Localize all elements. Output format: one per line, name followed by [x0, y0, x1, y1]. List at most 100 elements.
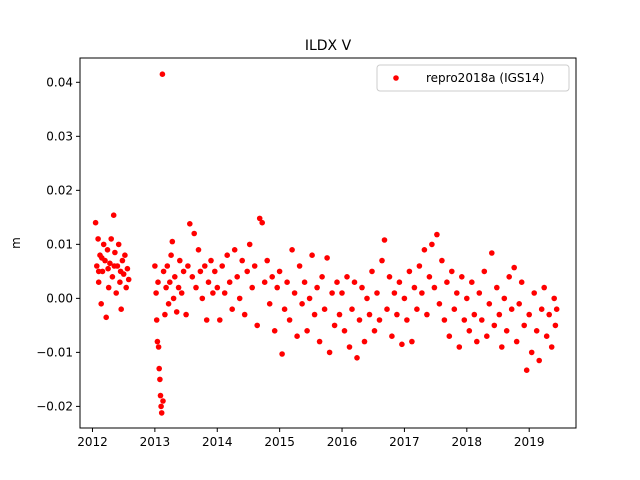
data-point [115, 241, 122, 248]
x-tick-label: 2014 [202, 435, 233, 449]
data-point [98, 301, 104, 307]
data-point [299, 301, 305, 307]
data-point [416, 263, 423, 269]
data-point [210, 290, 216, 296]
data-point [187, 221, 193, 227]
data-point [401, 295, 408, 302]
data-point [371, 328, 378, 334]
data-point [464, 295, 470, 302]
y-tick-label: 0.00 [46, 291, 73, 305]
data-point [414, 306, 420, 313]
data-point [391, 290, 398, 296]
data-point [436, 301, 443, 307]
data-point [446, 333, 453, 340]
data-point [421, 247, 428, 253]
data-point [244, 268, 250, 275]
data-point [429, 241, 435, 248]
data-point [506, 274, 512, 280]
data-point [346, 344, 353, 350]
data-point [499, 344, 505, 350]
data-point [528, 349, 535, 356]
data-point [167, 279, 173, 286]
data-point [316, 338, 323, 345]
data-point [326, 349, 333, 356]
data-point [456, 344, 463, 350]
data-point [301, 279, 308, 286]
data-point [409, 338, 415, 345]
x-axis-ticks: 2012 2013 2014 2015 2016 2017 2018 2019 [77, 428, 544, 449]
data-point [165, 301, 172, 307]
data-point [329, 290, 335, 296]
data-point [153, 290, 159, 296]
data-point [309, 252, 315, 258]
data-point [168, 252, 174, 258]
data-point [111, 263, 118, 269]
data-point [289, 247, 295, 253]
data-point [526, 311, 532, 318]
data-point [296, 263, 303, 269]
data-point [95, 236, 101, 242]
data-point [294, 333, 300, 340]
data-point [523, 367, 530, 374]
data-point [279, 351, 285, 357]
data-point [489, 250, 495, 256]
data-point [229, 306, 235, 313]
data-point [269, 274, 276, 280]
data-point [99, 255, 105, 261]
data-point [359, 284, 365, 291]
data-point [396, 279, 403, 286]
data-point [94, 263, 100, 269]
data-point [543, 333, 550, 340]
data-point [461, 317, 468, 323]
data-point [162, 311, 168, 318]
data-point [331, 322, 338, 329]
legend: repro2018a (IGS14) [376, 64, 570, 92]
data-point [311, 311, 318, 318]
data-point [199, 295, 206, 302]
y-tick-label: −0.02 [36, 399, 73, 413]
data-point [246, 241, 253, 248]
data-point [551, 295, 557, 302]
data-point [439, 257, 445, 264]
data-point [424, 311, 430, 318]
data-point [173, 309, 180, 315]
data-point [158, 410, 165, 416]
y-axis-label: m [9, 237, 23, 249]
data-point [341, 328, 348, 334]
data-point [117, 268, 124, 275]
data-point [195, 247, 202, 253]
data-point [123, 284, 129, 291]
data-point [100, 241, 107, 248]
data-point [479, 317, 485, 323]
data-point [231, 247, 238, 253]
data-point [369, 268, 375, 275]
data-point [185, 263, 191, 269]
data-point [221, 290, 228, 296]
data-point [274, 284, 281, 291]
data-point [236, 295, 243, 302]
data-point [197, 268, 204, 275]
data-point [117, 279, 123, 286]
data-point [175, 284, 182, 291]
data-point [122, 252, 128, 258]
data-point [434, 231, 440, 238]
data-point [531, 290, 537, 296]
data-point [261, 279, 268, 286]
data-point [164, 263, 171, 269]
data-point [336, 311, 343, 318]
data-point [95, 268, 102, 275]
data-point [503, 328, 510, 334]
data-point [339, 290, 345, 296]
data-point [108, 236, 114, 242]
data-point [110, 212, 117, 218]
data-point [354, 355, 360, 361]
data-point [226, 279, 233, 286]
data-point [109, 274, 116, 280]
legend-box [376, 64, 570, 92]
data-point [219, 263, 225, 269]
data-point [454, 290, 460, 296]
data-point [264, 257, 271, 264]
data-point [481, 268, 488, 275]
data-point [256, 215, 263, 222]
data-point [249, 284, 255, 291]
